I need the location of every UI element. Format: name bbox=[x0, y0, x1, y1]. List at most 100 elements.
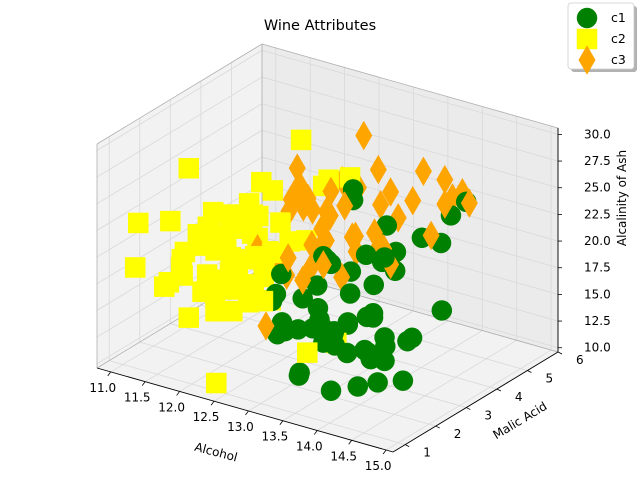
chart-title: Wine Attributes bbox=[264, 18, 376, 34]
legend-marker-c3 bbox=[578, 45, 596, 75]
point-c2 bbox=[297, 342, 318, 363]
z-tick-label: 15.0 bbox=[584, 287, 611, 301]
x-tick bbox=[382, 449, 387, 455]
point-c3 bbox=[436, 189, 454, 219]
y-tick bbox=[405, 444, 410, 447]
point-c3 bbox=[257, 311, 275, 341]
y-tick-label: 3 bbox=[484, 409, 492, 423]
point-c2 bbox=[251, 171, 272, 193]
data-points bbox=[124, 120, 478, 401]
point-c1 bbox=[337, 312, 359, 333]
x-tick bbox=[141, 381, 146, 386]
z-tick-label: 10.0 bbox=[584, 341, 611, 355]
z-tick-label: 12.5 bbox=[584, 314, 611, 328]
z-tick-label: 17.5 bbox=[584, 261, 611, 275]
y-tick bbox=[466, 407, 471, 410]
point-c3 bbox=[336, 191, 354, 221]
y-axis-label: Malic Acid bbox=[490, 399, 549, 442]
x-tick bbox=[210, 400, 215, 406]
x-tick bbox=[176, 391, 180, 396]
y-tick-label: 5 bbox=[545, 372, 553, 386]
point-c3 bbox=[282, 184, 300, 215]
z-tick-label: 22.5 bbox=[584, 207, 611, 221]
point-c2 bbox=[252, 290, 274, 312]
point-c3 bbox=[404, 185, 422, 216]
y-tick-label: 4 bbox=[515, 390, 523, 404]
x-tick-label: 12.0 bbox=[158, 400, 185, 414]
x-tick-label: 14.0 bbox=[296, 440, 323, 454]
x-axis-label: Alcohol bbox=[193, 440, 239, 465]
point-c2 bbox=[197, 216, 219, 238]
point-c2 bbox=[160, 210, 181, 232]
pane-edge bbox=[261, 43, 559, 129]
point-c2 bbox=[222, 300, 243, 322]
point-c2 bbox=[270, 212, 291, 233]
point-c1 bbox=[347, 376, 369, 397]
legend-marker-c1 bbox=[576, 7, 598, 29]
gridline-y bbox=[139, 341, 436, 427]
point-c2 bbox=[154, 276, 175, 297]
point-c1 bbox=[374, 247, 395, 268]
point-c1 bbox=[392, 370, 414, 391]
legend-label-c1: c1 bbox=[611, 10, 626, 25]
pane-edge bbox=[96, 43, 263, 145]
x-tick bbox=[107, 371, 112, 377]
gridline-z bbox=[96, 50, 263, 151]
x-tick bbox=[348, 440, 353, 445]
point-c3 bbox=[294, 265, 312, 296]
gridline-z bbox=[96, 156, 263, 258]
x-axis-line bbox=[96, 367, 394, 453]
point-c2 bbox=[206, 372, 227, 394]
point-c1 bbox=[401, 327, 423, 349]
x-tick-label: 14.5 bbox=[330, 449, 357, 463]
z-tick-label: 20.0 bbox=[584, 234, 611, 248]
x-tick bbox=[245, 410, 249, 416]
gridline-z bbox=[261, 76, 559, 162]
gridline-x bbox=[351, 339, 517, 441]
point-c1 bbox=[367, 372, 388, 393]
point-c2 bbox=[178, 158, 200, 179]
point-c2 bbox=[170, 257, 192, 278]
point-c3 bbox=[369, 154, 387, 185]
x-tick-label: 13.5 bbox=[262, 430, 289, 444]
point-c1 bbox=[320, 380, 342, 401]
y-tick bbox=[496, 388, 502, 392]
gridline-z bbox=[96, 130, 263, 231]
gridline-x bbox=[385, 349, 552, 451]
point-c2 bbox=[128, 212, 149, 234]
point-c1 bbox=[354, 339, 375, 361]
point-c2 bbox=[238, 193, 260, 214]
point-c2 bbox=[261, 242, 283, 264]
legend-label-c2: c2 bbox=[611, 31, 626, 46]
point-c1 bbox=[339, 283, 361, 304]
point-c1 bbox=[324, 335, 346, 356]
point-c1 bbox=[289, 362, 310, 383]
point-c3 bbox=[414, 156, 432, 187]
gridline-z bbox=[96, 76, 263, 178]
gridline-y bbox=[109, 360, 406, 445]
point-c1 bbox=[271, 312, 293, 333]
y-tick bbox=[527, 370, 532, 373]
gridline-z bbox=[261, 210, 559, 295]
point-c2 bbox=[290, 129, 312, 151]
y-tick-label: 2 bbox=[454, 427, 462, 441]
x-tick bbox=[313, 430, 318, 435]
gridline-z bbox=[96, 103, 263, 205]
x-tick bbox=[279, 420, 284, 425]
z-tick-label: 30.0 bbox=[584, 127, 611, 141]
point-c2 bbox=[196, 264, 218, 285]
y-tick bbox=[557, 351, 563, 355]
gridline-y bbox=[170, 323, 467, 408]
z-axis-label: Alcalinity of Ash bbox=[615, 150, 629, 246]
point-c1 bbox=[431, 300, 453, 321]
x-tick-label: 11.0 bbox=[89, 381, 116, 395]
point-c3 bbox=[460, 188, 478, 218]
x-tick-label: 15.0 bbox=[365, 459, 392, 473]
legend: c1 c2 c3 bbox=[567, 2, 637, 75]
x-tick-label: 13.0 bbox=[227, 420, 254, 434]
point-c2 bbox=[221, 279, 242, 300]
tick-labels: 11.0 11.5 12.0 12.5 13.0 13.5 14.0 14.5 15.0 1 2 3 4… bbox=[89, 127, 610, 473]
y-tick bbox=[435, 425, 440, 429]
y-tick-label: 1 bbox=[423, 446, 431, 460]
